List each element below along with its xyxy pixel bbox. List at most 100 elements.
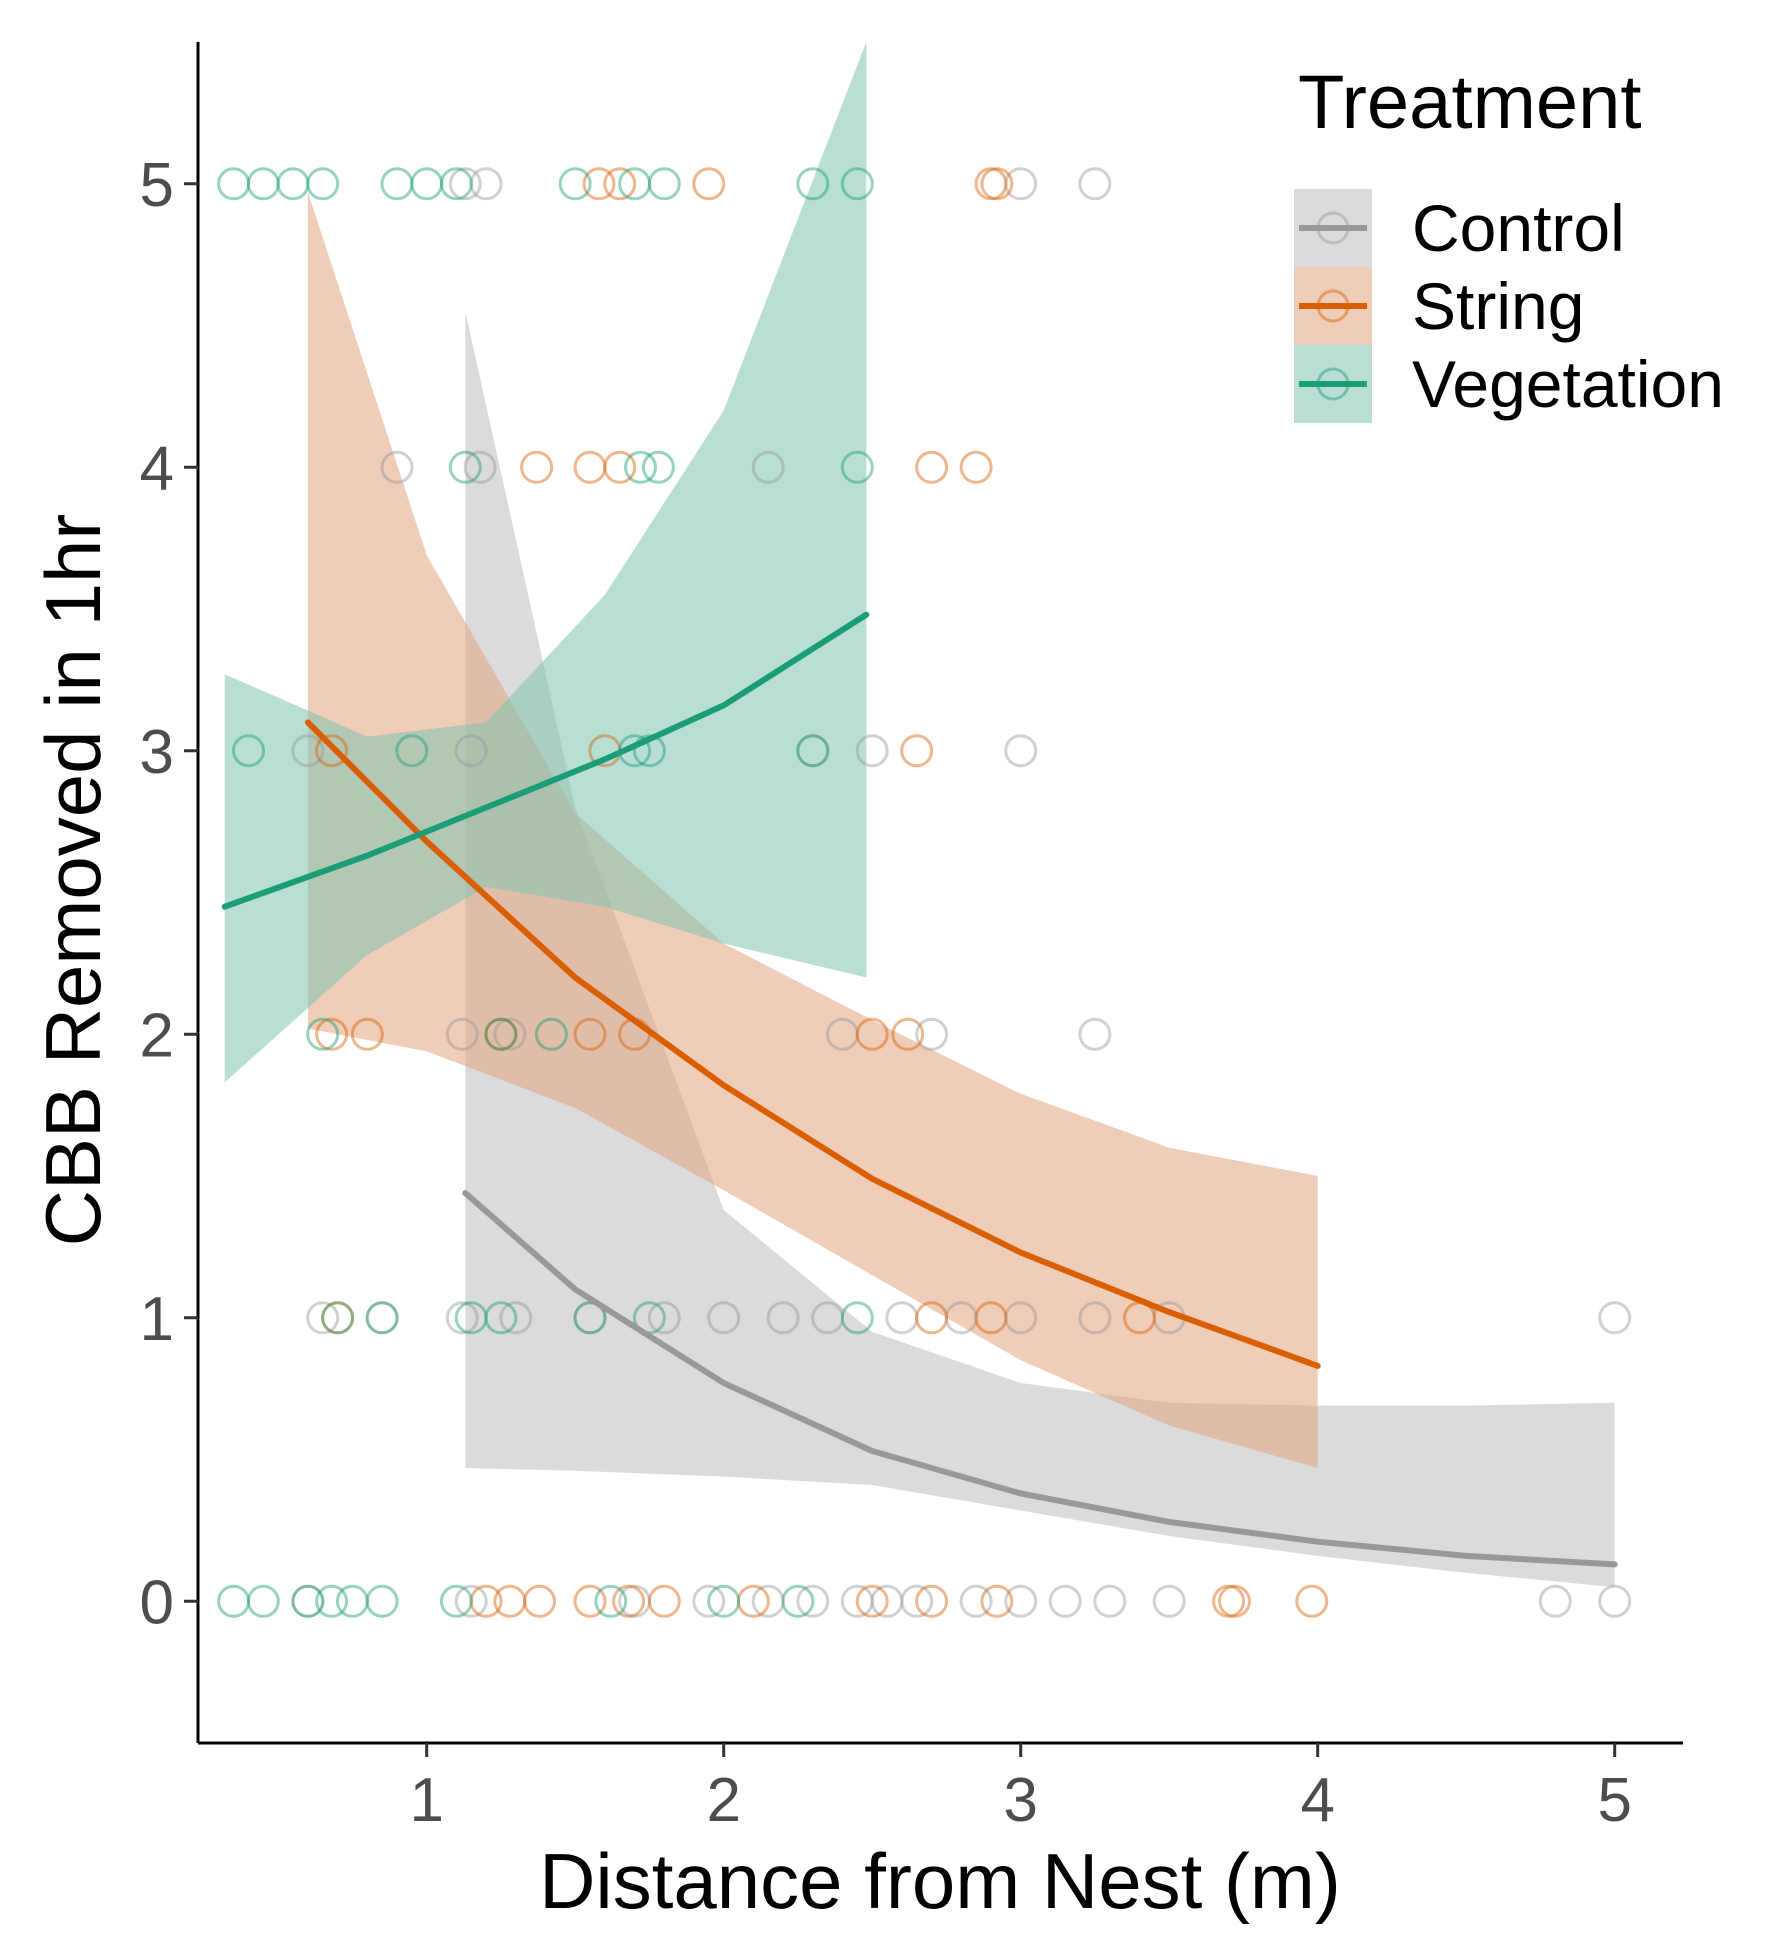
scatter-points bbox=[217, 167, 1632, 1618]
string-point bbox=[959, 450, 993, 484]
vegetation-point bbox=[365, 1584, 399, 1618]
y-tick-label: 2 bbox=[140, 1001, 174, 1070]
control-point bbox=[1093, 1584, 1127, 1618]
control-point bbox=[692, 1584, 726, 1618]
control-point bbox=[1538, 1584, 1572, 1618]
x-tick-label: 4 bbox=[1300, 1766, 1334, 1835]
string-point bbox=[469, 1584, 503, 1618]
string-point bbox=[974, 167, 1008, 201]
control-point bbox=[448, 167, 482, 201]
control-point bbox=[1078, 1017, 1112, 1051]
y-tick-label: 4 bbox=[140, 434, 174, 503]
vegetation-point bbox=[454, 1301, 488, 1335]
string-point bbox=[692, 167, 726, 201]
string-point bbox=[980, 167, 1014, 201]
control-point bbox=[944, 1301, 978, 1335]
vegetation-point bbox=[558, 167, 592, 201]
string-point bbox=[321, 1301, 355, 1335]
vegetation-point bbox=[246, 167, 280, 201]
string-point bbox=[603, 167, 637, 201]
control-point bbox=[885, 1301, 919, 1335]
x-axis-title: Distance from Nest (m) bbox=[539, 1837, 1341, 1925]
control-point bbox=[751, 450, 785, 484]
vegetation-point bbox=[232, 734, 265, 768]
y-axis-title: CBB Removed in 1hr bbox=[29, 514, 117, 1247]
vegetation-point bbox=[439, 167, 473, 201]
legend-label-vegetation: Vegetation bbox=[1412, 347, 1724, 421]
string-point bbox=[603, 450, 637, 484]
control-point bbox=[306, 1301, 340, 1335]
y-tick-label: 3 bbox=[140, 718, 174, 787]
vegetation-point bbox=[796, 167, 830, 201]
vegetation-point bbox=[641, 450, 675, 484]
vegetation-point bbox=[632, 734, 666, 768]
control-point bbox=[365, 1301, 399, 1335]
control-point bbox=[1004, 734, 1038, 768]
control-point bbox=[855, 734, 889, 768]
control-point bbox=[618, 1584, 652, 1618]
string-point bbox=[900, 734, 934, 768]
control-point bbox=[454, 734, 488, 768]
string-point bbox=[915, 1584, 949, 1618]
legend-label-control: Control bbox=[1412, 191, 1625, 265]
y-tick-label: 0 bbox=[140, 1568, 174, 1637]
string-point bbox=[315, 1017, 349, 1051]
control-point bbox=[463, 450, 497, 484]
vegetation-point bbox=[840, 450, 874, 484]
control-point bbox=[380, 450, 414, 484]
vegetation-point bbox=[321, 1301, 355, 1335]
control-point bbox=[445, 1017, 479, 1051]
vegetation-point bbox=[380, 167, 414, 201]
legend-label-string: String bbox=[1412, 269, 1584, 343]
control-point bbox=[900, 1584, 934, 1618]
string-point bbox=[493, 1584, 527, 1618]
string-point bbox=[736, 1584, 770, 1618]
string-point bbox=[915, 1301, 949, 1335]
control-point bbox=[1152, 1584, 1186, 1618]
string-point bbox=[1212, 1584, 1246, 1618]
control-point bbox=[766, 1301, 800, 1335]
control-point bbox=[291, 734, 325, 768]
string-point bbox=[915, 450, 949, 484]
ci-ribbons bbox=[224, 42, 1615, 1588]
vegetation-point bbox=[796, 734, 830, 768]
y-ticks: 0 1 2 3 4 5 bbox=[140, 151, 198, 1637]
x-tick-label: 2 bbox=[706, 1766, 740, 1835]
control-fit-line bbox=[462, 1190, 1618, 1568]
y-tick-label: 5 bbox=[140, 151, 174, 220]
control-point bbox=[959, 1584, 993, 1618]
vegetation-point bbox=[306, 1017, 340, 1051]
legend-title: Treatment bbox=[1298, 60, 1642, 145]
control-point bbox=[291, 1584, 325, 1618]
string-point bbox=[1218, 1584, 1251, 1618]
vegetation-point bbox=[707, 1584, 741, 1618]
vegetation-point bbox=[484, 1017, 518, 1051]
vegetation-point bbox=[647, 167, 681, 201]
vegetation-point bbox=[594, 1584, 628, 1618]
control-point bbox=[1048, 1584, 1082, 1618]
vegetation-point bbox=[410, 167, 444, 201]
control-point bbox=[826, 1017, 859, 1051]
control-point bbox=[1004, 167, 1038, 201]
vegetation-point bbox=[840, 167, 874, 201]
control-point bbox=[1004, 1301, 1038, 1335]
string-point bbox=[980, 1584, 1014, 1618]
vegetation-point bbox=[306, 167, 340, 201]
vegetation-point bbox=[335, 1584, 369, 1618]
control-ci-ribbon bbox=[465, 311, 1615, 1588]
vegetation-point bbox=[624, 450, 657, 484]
control-point bbox=[915, 1017, 949, 1051]
string-point bbox=[647, 1584, 681, 1618]
legend-item-vegetation: Vegetation bbox=[1294, 345, 1724, 423]
vegetation-point bbox=[276, 167, 310, 201]
control-point bbox=[1078, 167, 1112, 201]
control-point bbox=[647, 1301, 681, 1335]
string-point bbox=[573, 450, 607, 484]
x-tick-label: 1 bbox=[409, 1766, 443, 1835]
x-ticks: 1 2 3 4 5 bbox=[409, 1743, 1632, 1835]
vegetation-point bbox=[840, 1301, 874, 1335]
control-point bbox=[707, 1301, 741, 1335]
vegetation-point bbox=[395, 734, 429, 768]
